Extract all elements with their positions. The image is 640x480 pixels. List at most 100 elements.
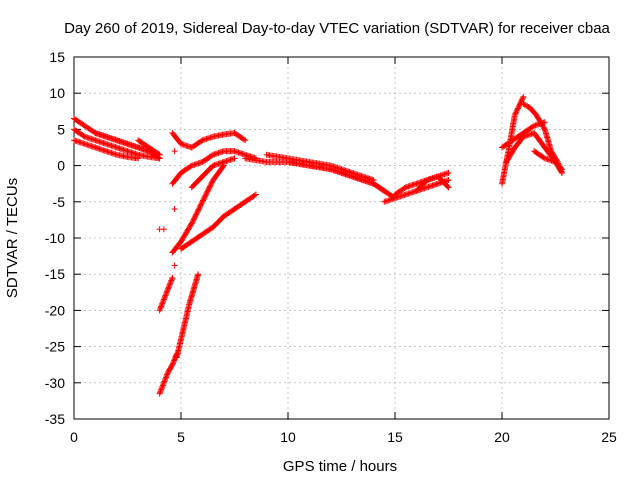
data-point	[193, 211, 200, 218]
data-point	[206, 184, 213, 191]
data-point	[157, 306, 164, 313]
data-point	[252, 191, 259, 198]
data-point	[168, 276, 175, 283]
data-point	[524, 103, 531, 110]
data-point	[208, 152, 215, 159]
data-point	[157, 387, 164, 394]
data-point	[157, 389, 164, 396]
data-point	[171, 262, 178, 269]
data-point	[160, 379, 167, 386]
data-point	[161, 378, 168, 385]
data-point	[541, 125, 548, 132]
data-point	[513, 108, 520, 115]
data-point	[193, 210, 200, 217]
series-s9	[169, 130, 249, 151]
data-point	[169, 360, 176, 367]
series-s19	[413, 173, 452, 194]
data-point	[445, 184, 452, 191]
data-point	[191, 214, 198, 221]
data-point	[519, 96, 526, 103]
series-s10	[169, 148, 259, 187]
data-point	[158, 385, 165, 392]
y-tick-label: -35	[45, 411, 65, 427]
series-s11	[188, 155, 238, 191]
data-point	[155, 150, 162, 157]
data-point	[201, 193, 208, 200]
data-point	[156, 390, 163, 397]
data-point	[520, 101, 527, 108]
data-point	[219, 163, 226, 170]
data-point	[165, 284, 172, 291]
data-point	[204, 188, 211, 195]
data-point	[80, 132, 87, 139]
data-point	[170, 358, 177, 365]
data-point	[162, 292, 169, 299]
data-point	[160, 296, 167, 303]
data-point	[205, 186, 212, 193]
y-tick-label: 10	[49, 85, 65, 101]
data-point	[156, 226, 163, 233]
data-point	[241, 136, 248, 143]
data-point	[157, 304, 164, 311]
y-tick-label: -5	[53, 194, 66, 210]
data-point	[191, 215, 198, 222]
data-point	[161, 295, 168, 302]
y-tick-label: -30	[45, 375, 65, 391]
data-point	[529, 123, 536, 130]
data-point	[189, 217, 196, 224]
data-point	[163, 291, 170, 298]
y-tick-label: -10	[45, 230, 65, 246]
data-point	[512, 110, 519, 117]
data-point	[162, 375, 169, 382]
data-point	[541, 119, 548, 126]
data-point	[163, 373, 170, 380]
data-marks	[71, 93, 565, 397]
data-point	[558, 165, 565, 172]
data-point	[205, 187, 212, 194]
data-point	[200, 197, 207, 204]
data-point	[518, 97, 525, 104]
data-point	[195, 206, 202, 213]
data-point	[540, 154, 547, 161]
data-point	[201, 194, 208, 201]
series-isolated	[156, 148, 178, 269]
data-point	[198, 138, 205, 145]
data-point	[161, 293, 168, 300]
y-tick-label: -25	[45, 339, 65, 355]
data-point	[198, 201, 205, 208]
data-point	[166, 282, 173, 289]
data-point	[558, 166, 565, 173]
data-point	[166, 281, 173, 288]
y-tick-label: 15	[49, 49, 65, 65]
data-point	[163, 374, 170, 381]
data-point	[156, 151, 163, 158]
x-tick-label: 20	[494, 429, 510, 445]
data-point	[158, 301, 165, 308]
data-point	[169, 274, 176, 281]
data-point	[203, 189, 210, 196]
y-tick-label: 5	[57, 121, 65, 137]
data-point	[242, 137, 249, 144]
data-point	[401, 185, 408, 192]
y-tick-label: 0	[57, 158, 65, 174]
data-point	[522, 102, 529, 109]
data-point	[158, 303, 165, 310]
data-point	[200, 196, 207, 203]
series-s8	[173, 271, 202, 361]
data-point	[444, 183, 451, 190]
data-point	[171, 148, 178, 155]
series-s12	[169, 162, 227, 256]
data-point	[91, 129, 98, 136]
x-tick-label: 5	[177, 429, 185, 445]
data-point	[168, 277, 175, 284]
data-point	[159, 382, 166, 389]
data-point	[194, 209, 201, 216]
data-point	[445, 169, 452, 176]
data-point	[220, 162, 227, 169]
series-s24	[531, 148, 565, 173]
data-point	[192, 212, 199, 219]
data-point	[160, 297, 167, 304]
data-point	[159, 299, 166, 306]
data-point	[196, 205, 203, 212]
